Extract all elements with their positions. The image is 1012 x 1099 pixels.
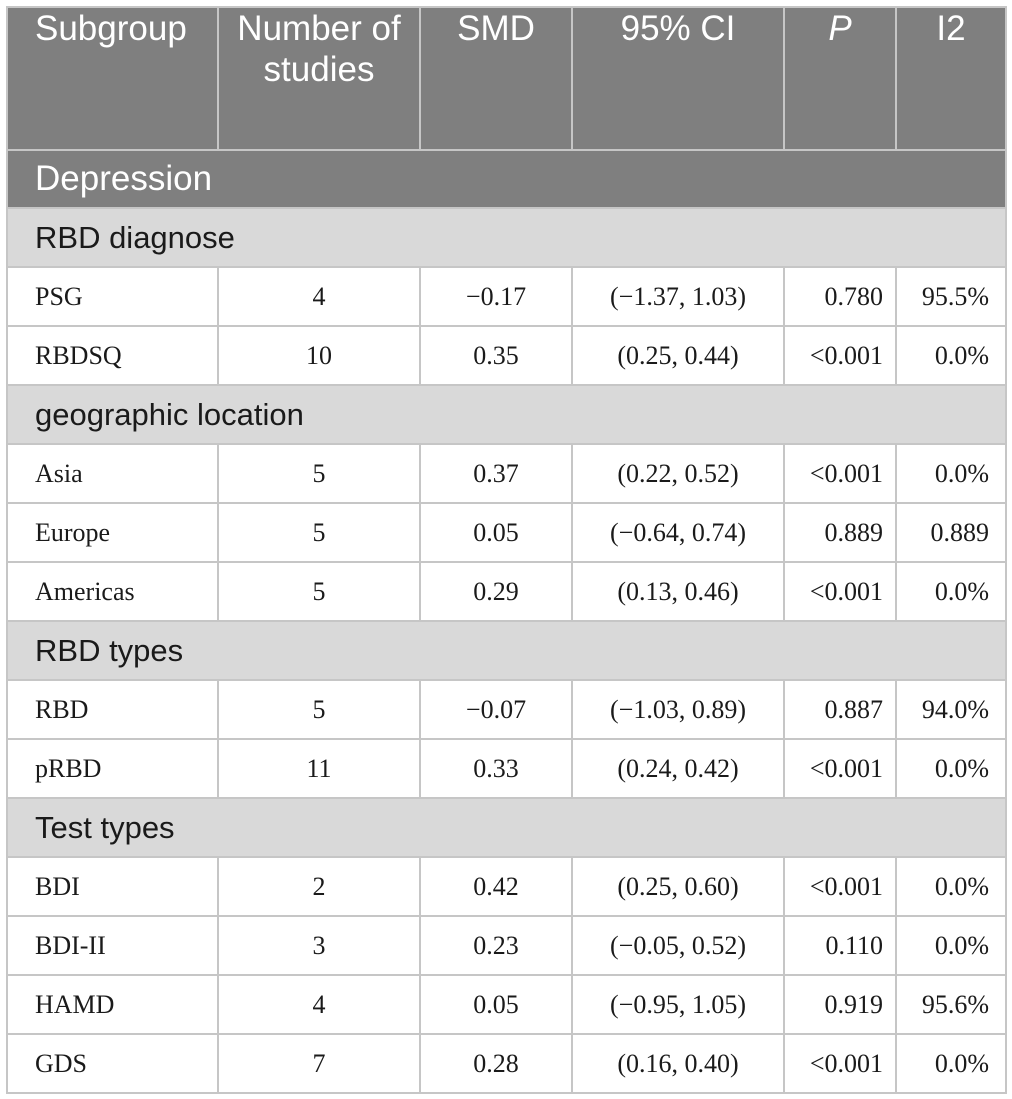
subgroup-title: geographic location — [6, 384, 1007, 445]
cell-95-ci: (0.22, 0.52) — [571, 443, 785, 504]
cell-number-of-studies: 4 — [217, 974, 421, 1035]
cell-number-of-studies: 5 — [217, 443, 421, 504]
header-row: Subgroup Number of studies SMD 95% CI P … — [6, 6, 1007, 151]
cell-subgroup-name: RBDSQ — [6, 325, 219, 386]
cell-subgroup-name: Americas — [6, 561, 219, 622]
cell-smd: 0.37 — [419, 443, 573, 504]
table-row: GDS 7 0.28 (0.16, 0.40) <0.001 0.0% — [6, 1033, 1007, 1094]
cell-i2: 95.5% — [895, 266, 1007, 327]
header-p-value: P — [783, 6, 897, 151]
cell-subgroup-name: pRBD — [6, 738, 219, 799]
cell-i2: 0.0% — [895, 561, 1007, 622]
cell-smd: 0.33 — [419, 738, 573, 799]
cell-smd: 0.35 — [419, 325, 573, 386]
cell-subgroup-name: HAMD — [6, 974, 219, 1035]
cell-subgroup-name: PSG — [6, 266, 219, 327]
table-row: Europe 5 0.05 (−0.64, 0.74) 0.889 0.889 — [6, 502, 1007, 563]
table-row: BDI-II 3 0.23 (−0.05, 0.52) 0.110 0.0% — [6, 915, 1007, 976]
cell-number-of-studies: 5 — [217, 679, 421, 740]
subgroup-analysis-table: Subgroup Number of studies SMD 95% CI P … — [6, 6, 1007, 1094]
cell-i2: 0.0% — [895, 856, 1007, 917]
cell-i2: 0.889 — [895, 502, 1007, 563]
cell-number-of-studies: 7 — [217, 1033, 421, 1094]
cell-p-value: 0.780 — [783, 266, 897, 327]
cell-p-value: <0.001 — [783, 738, 897, 799]
cell-95-ci: (0.13, 0.46) — [571, 561, 785, 622]
table-row: Asia 5 0.37 (0.22, 0.52) <0.001 0.0% — [6, 443, 1007, 504]
cell-95-ci: (−1.37, 1.03) — [571, 266, 785, 327]
subgroup-title: Test types — [6, 797, 1007, 858]
cell-95-ci: (−1.03, 0.89) — [571, 679, 785, 740]
cell-95-ci: (0.25, 0.60) — [571, 856, 785, 917]
subgroup-header-row: RBD diagnose — [6, 207, 1007, 268]
cell-smd: −0.17 — [419, 266, 573, 327]
table-row: Americas 5 0.29 (0.13, 0.46) <0.001 0.0% — [6, 561, 1007, 622]
cell-p-value: <0.001 — [783, 856, 897, 917]
section-title: Depression — [6, 149, 1007, 209]
table-row: RBDSQ 10 0.35 (0.25, 0.44) <0.001 0.0% — [6, 325, 1007, 386]
subgroup-header-row: Test types — [6, 797, 1007, 858]
section-row: Depression — [6, 149, 1007, 209]
header-i2: I2 — [895, 6, 1007, 151]
cell-number-of-studies: 3 — [217, 915, 421, 976]
cell-95-ci: (−0.64, 0.74) — [571, 502, 785, 563]
cell-subgroup-name: RBD — [6, 679, 219, 740]
cell-i2: 0.0% — [895, 443, 1007, 504]
cell-i2: 0.0% — [895, 1033, 1007, 1094]
cell-95-ci: (0.16, 0.40) — [571, 1033, 785, 1094]
cell-95-ci: (−0.05, 0.52) — [571, 915, 785, 976]
cell-smd: 0.23 — [419, 915, 573, 976]
cell-95-ci: (0.24, 0.42) — [571, 738, 785, 799]
cell-p-value: <0.001 — [783, 561, 897, 622]
cell-p-value: 0.887 — [783, 679, 897, 740]
cell-95-ci: (0.25, 0.44) — [571, 325, 785, 386]
subgroup-header-row: RBD types — [6, 620, 1007, 681]
cell-i2: 95.6% — [895, 974, 1007, 1035]
cell-number-of-studies: 5 — [217, 502, 421, 563]
cell-smd: 0.42 — [419, 856, 573, 917]
subgroup-title: RBD types — [6, 620, 1007, 681]
cell-p-value: 0.919 — [783, 974, 897, 1035]
subgroup-title: RBD diagnose — [6, 207, 1007, 268]
cell-smd: 0.28 — [419, 1033, 573, 1094]
cell-number-of-studies: 11 — [217, 738, 421, 799]
table-row: pRBD 11 0.33 (0.24, 0.42) <0.001 0.0% — [6, 738, 1007, 799]
cell-smd: 0.29 — [419, 561, 573, 622]
cell-smd: −0.07 — [419, 679, 573, 740]
cell-smd: 0.05 — [419, 502, 573, 563]
cell-number-of-studies: 2 — [217, 856, 421, 917]
table-row: BDI 2 0.42 (0.25, 0.60) <0.001 0.0% — [6, 856, 1007, 917]
header-subgroup: Subgroup — [6, 6, 219, 151]
cell-number-of-studies: 5 — [217, 561, 421, 622]
cell-i2: 94.0% — [895, 679, 1007, 740]
cell-p-value: 0.889 — [783, 502, 897, 563]
header-number-of-studies: Number of studies — [217, 6, 421, 151]
cell-i2: 0.0% — [895, 325, 1007, 386]
header-95-ci: 95% CI — [571, 6, 785, 151]
cell-p-value: <0.001 — [783, 1033, 897, 1094]
cell-subgroup-name: Asia — [6, 443, 219, 504]
cell-p-value: <0.001 — [783, 443, 897, 504]
subgroup-header-row: geographic location — [6, 384, 1007, 445]
cell-subgroup-name: GDS — [6, 1033, 219, 1094]
cell-p-value: 0.110 — [783, 915, 897, 976]
table-row: RBD 5 −0.07 (−1.03, 0.89) 0.887 94.0% — [6, 679, 1007, 740]
cell-i2: 0.0% — [895, 738, 1007, 799]
cell-subgroup-name: Europe — [6, 502, 219, 563]
cell-95-ci: (−0.95, 1.05) — [571, 974, 785, 1035]
header-smd: SMD — [419, 6, 573, 151]
cell-p-value: <0.001 — [783, 325, 897, 386]
cell-smd: 0.05 — [419, 974, 573, 1035]
cell-i2: 0.0% — [895, 915, 1007, 976]
cell-number-of-studies: 10 — [217, 325, 421, 386]
cell-number-of-studies: 4 — [217, 266, 421, 327]
table-row: HAMD 4 0.05 (−0.95, 1.05) 0.919 95.6% — [6, 974, 1007, 1035]
table-row: PSG 4 −0.17 (−1.37, 1.03) 0.780 95.5% — [6, 266, 1007, 327]
cell-subgroup-name: BDI — [6, 856, 219, 917]
cell-subgroup-name: BDI-II — [6, 915, 219, 976]
